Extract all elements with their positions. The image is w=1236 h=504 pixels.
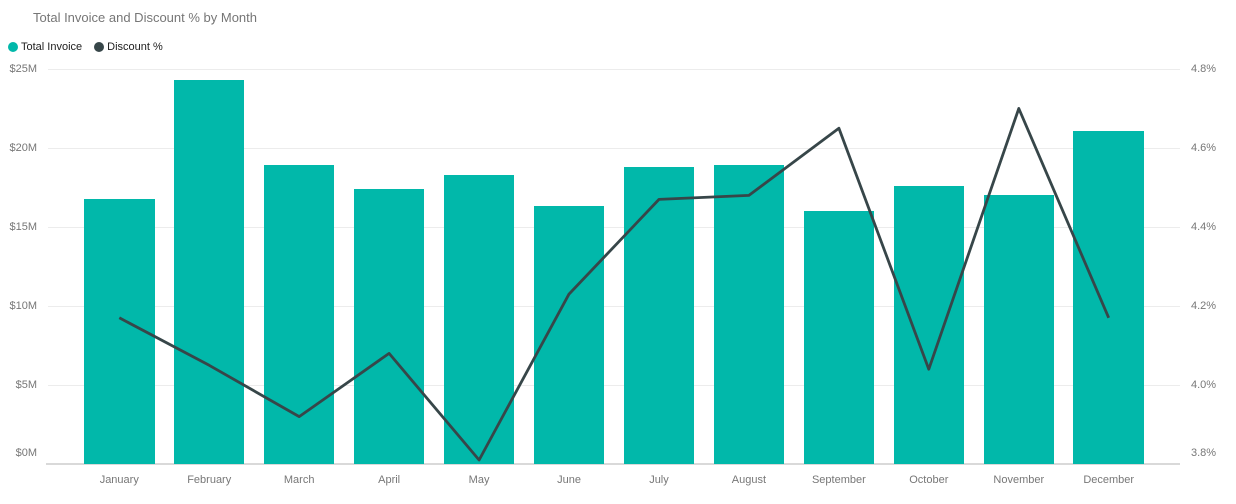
gridline xyxy=(48,69,1180,70)
bar-may[interactable] xyxy=(443,174,515,464)
y-axis-left-tick-label: $20M xyxy=(9,142,37,154)
legend-item-discount[interactable]: Discount % xyxy=(94,41,163,53)
legend-item-total-invoice[interactable]: Total Invoice xyxy=(8,41,82,53)
legend-dot-icon xyxy=(8,42,18,52)
bar-july[interactable] xyxy=(623,166,695,464)
x-axis-label-july: July xyxy=(649,474,669,486)
x-axis-label-june: June xyxy=(557,474,581,486)
x-axis-label-may: May xyxy=(468,474,490,486)
bar-january[interactable] xyxy=(84,198,155,464)
legend-dot-icon xyxy=(94,42,105,52)
legend-item-label: Discount % xyxy=(107,41,163,53)
y-axis-right-tick-label: 4.2% xyxy=(1191,300,1217,312)
chart-title: Total Invoice and Discount % by Month xyxy=(33,10,258,25)
bar-february[interactable] xyxy=(173,80,245,464)
y-axis-right-tick-label: 4.8% xyxy=(1191,63,1217,75)
legend-item-label: Total Invoice xyxy=(21,41,83,53)
y-axis-right-tick-label: 3.8% xyxy=(1191,447,1217,459)
bar-december[interactable] xyxy=(1073,130,1144,464)
bar-june[interactable] xyxy=(533,206,605,464)
x-axis-label-december: December xyxy=(1083,474,1135,486)
bar-october[interactable] xyxy=(893,185,965,464)
x-axis-label-april: April xyxy=(378,474,401,486)
x-axis-label-october: October xyxy=(909,474,949,486)
bar-november[interactable] xyxy=(983,195,1055,464)
x-axis-label-november: November xyxy=(993,474,1045,486)
y-axis-left-tick-label: $0M xyxy=(15,447,37,459)
bar-august[interactable] xyxy=(713,165,785,464)
x-axis-line xyxy=(46,463,1180,465)
x-axis-label-august: August xyxy=(731,474,767,486)
legend: Total Invoice Discount % xyxy=(8,41,175,53)
y-axis-left-tick-label: $25M xyxy=(9,63,37,75)
bar-march[interactable] xyxy=(263,165,335,464)
bar-september[interactable] xyxy=(803,211,875,464)
y-axis-right-tick-label: 4.6% xyxy=(1191,142,1217,154)
y-axis-left-tick-label: $15M xyxy=(9,221,37,233)
plot-area xyxy=(46,69,1180,465)
x-axis-label-january: January xyxy=(99,474,139,486)
bar-april[interactable] xyxy=(353,189,425,464)
y-axis-right-tick-label: 4.4% xyxy=(1191,221,1217,233)
x-axis-label-march: March xyxy=(283,474,315,486)
y-axis-left-tick-label: $5M xyxy=(15,379,37,391)
x-axis-label-september: September xyxy=(811,474,866,486)
x-axis-label-february: February xyxy=(187,474,232,486)
y-axis-left-tick-label: $10M xyxy=(9,300,37,312)
y-axis-right-tick-label: 4.0% xyxy=(1191,379,1217,391)
